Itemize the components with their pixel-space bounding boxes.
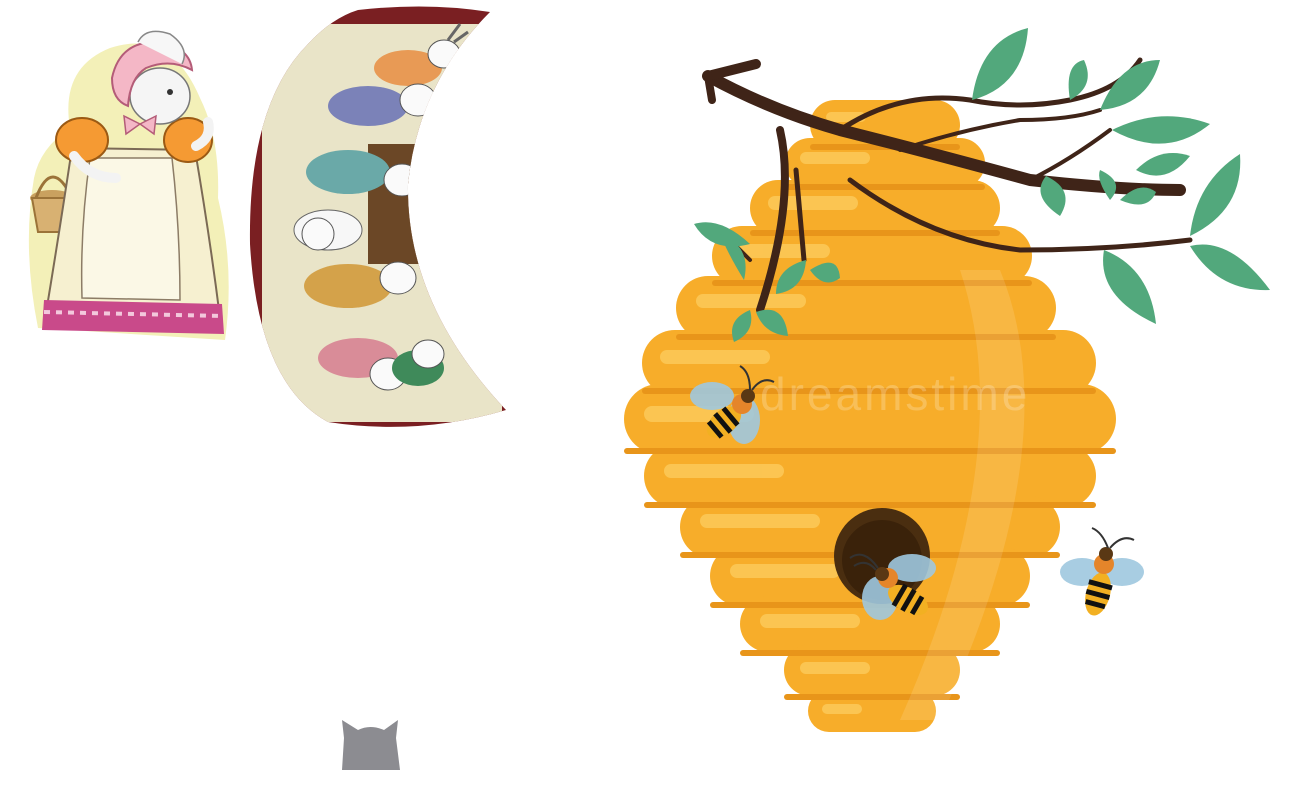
rabbit-row: [293, 23, 469, 391]
leaf-cluster: [694, 28, 1270, 342]
bee-wing-icon: [690, 382, 734, 410]
bee-right: [1058, 520, 1150, 620]
cat-head-icon: [342, 720, 400, 770]
mother-rabbit-illustration: [20, 28, 235, 346]
watermark-text: dreamstime: [760, 368, 1030, 420]
gray-cat-head: [338, 718, 404, 770]
bee-at-hole: [844, 538, 940, 630]
beehive-illustration: dreamstime: [600, 20, 1290, 740]
rabbit-children-crescent-illustration: [248, 4, 510, 432]
bee-left: [688, 362, 784, 454]
